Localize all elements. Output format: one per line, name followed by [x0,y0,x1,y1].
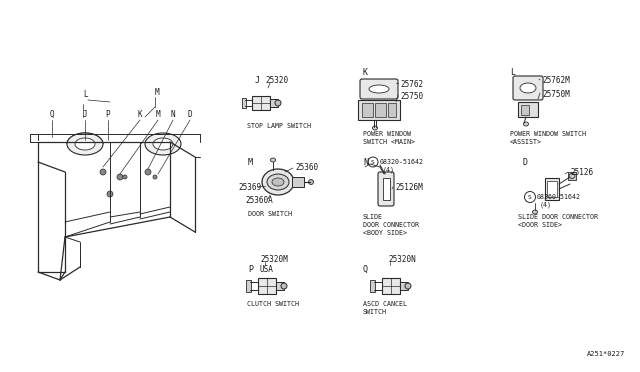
Bar [292,177,304,187]
Bar [388,103,396,117]
Circle shape [153,175,157,179]
Circle shape [117,174,123,180]
FancyBboxPatch shape [378,172,394,206]
Text: POWER WINDOW: POWER WINDOW [363,131,411,137]
Text: SLIDE DOOR CONNECTOR: SLIDE DOOR CONNECTOR [518,214,598,220]
Text: P: P [248,264,253,273]
Text: 25126: 25126 [570,167,593,176]
Text: 25762: 25762 [400,80,423,89]
Bar [400,282,408,290]
Text: N: N [363,157,368,167]
Bar [242,98,246,108]
Text: S: S [528,195,532,199]
Circle shape [107,191,113,197]
Text: 25750: 25750 [400,92,423,100]
Text: (4): (4) [540,202,552,208]
Bar [568,172,576,180]
Bar [270,99,278,107]
Ellipse shape [272,178,284,186]
Ellipse shape [405,283,411,289]
Bar [383,178,390,200]
Text: M: M [248,157,253,167]
Bar [370,280,375,292]
Bar [375,103,386,117]
Text: D: D [523,157,528,167]
Bar [382,278,400,294]
Ellipse shape [145,133,181,155]
Text: N: N [171,109,175,119]
Text: SWITCH <MAIN>: SWITCH <MAIN> [363,139,415,145]
Text: DOOR CONNECTOR: DOOR CONNECTOR [363,222,419,228]
Text: 25762M: 25762M [542,76,570,84]
Text: K: K [363,67,368,77]
Text: CLUTCH SWITCH: CLUTCH SWITCH [247,301,299,307]
Text: L: L [83,90,88,99]
Text: 25126M: 25126M [395,183,423,192]
Ellipse shape [369,85,389,93]
Text: <DOOR SIDE>: <DOOR SIDE> [518,222,562,228]
Text: <BODY SIDE>: <BODY SIDE> [363,230,407,236]
Text: M: M [155,87,159,96]
FancyBboxPatch shape [360,79,398,99]
Bar [276,282,284,290]
Ellipse shape [67,133,103,155]
Bar [358,100,400,120]
Ellipse shape [275,100,281,106]
Text: 25360A: 25360A [245,196,273,205]
Text: (4): (4) [383,167,395,173]
Ellipse shape [308,180,314,185]
Text: J: J [255,76,260,84]
Bar [246,280,251,292]
Text: 25750M: 25750M [542,90,570,99]
Text: 08360-51642: 08360-51642 [537,194,581,200]
Ellipse shape [520,83,536,93]
Text: ASCD CANCEL: ASCD CANCEL [363,301,407,307]
Text: STOP LAMP SWITCH: STOP LAMP SWITCH [247,123,311,129]
Ellipse shape [372,126,378,130]
Ellipse shape [281,283,287,289]
Text: P: P [106,109,110,119]
Bar [518,102,538,117]
Text: USA: USA [260,264,274,273]
Text: A251*0227: A251*0227 [587,351,625,357]
Text: J: J [83,109,87,119]
Text: POWER WINDOW SWITCH: POWER WINDOW SWITCH [510,131,586,137]
Text: S: S [371,160,375,164]
Ellipse shape [569,173,575,179]
Text: 25369: 25369 [238,183,261,192]
Bar [547,181,557,197]
Bar [252,96,270,110]
Text: Q: Q [50,109,54,119]
Bar [521,105,529,115]
Circle shape [100,169,106,175]
Bar [545,178,559,200]
Ellipse shape [271,158,275,162]
Text: 25360: 25360 [295,163,318,171]
Text: <ASSIST>: <ASSIST> [510,139,542,145]
Ellipse shape [524,122,529,126]
Text: SWITCH: SWITCH [363,309,387,315]
Ellipse shape [267,174,289,190]
Ellipse shape [532,210,538,214]
Ellipse shape [262,169,294,195]
Text: D: D [188,109,192,119]
Circle shape [145,169,151,175]
Text: 25320N: 25320N [388,254,416,263]
FancyBboxPatch shape [513,76,543,100]
Text: 25320M: 25320M [260,254,288,263]
Text: SLIDE: SLIDE [363,214,383,220]
Text: K: K [138,109,142,119]
Text: DOOR SWITCH: DOOR SWITCH [248,211,292,217]
Text: L: L [510,67,515,77]
Bar [258,278,276,294]
Text: 08320-51642: 08320-51642 [380,159,424,165]
Text: 25320: 25320 [265,76,288,84]
Circle shape [123,175,127,179]
Bar [362,103,373,117]
Text: M: M [156,109,160,119]
Ellipse shape [153,138,173,150]
Text: Q: Q [363,264,368,273]
Ellipse shape [75,138,95,150]
